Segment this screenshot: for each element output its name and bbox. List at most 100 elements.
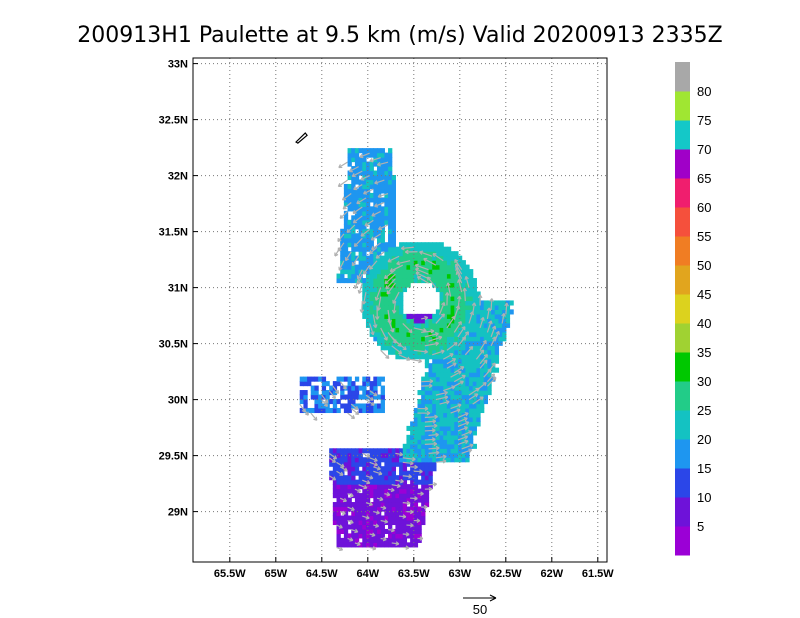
wind-speed-cell: [487, 349, 492, 355]
wind-speed-cell: [494, 322, 500, 328]
wind-speed-cell: [446, 264, 452, 270]
wind-speed-cell: [450, 345, 455, 351]
wind-speed-cell: [358, 183, 363, 190]
wind-speed-cell: [365, 269, 371, 275]
wind-speed-cell: [465, 291, 470, 297]
wind-vector-head: [465, 421, 470, 426]
wind-speed-cell: [310, 394, 316, 400]
wind-speed-cell: [454, 376, 459, 382]
wind-vector: [391, 484, 401, 487]
wind-speed-cell: [406, 439, 411, 445]
wind-speed-cell: [358, 246, 363, 252]
wind-speed-cell: [413, 251, 419, 257]
wind-speed-cell: [365, 242, 371, 248]
wind-vector-head: [337, 237, 342, 243]
wind-speed-cell: [380, 519, 385, 526]
wind-vector: [402, 323, 413, 334]
wind-speed-cell: [358, 206, 363, 212]
wind-speed-cell: [428, 318, 433, 324]
wind-speed-cell: [417, 255, 422, 261]
wind-speed-cell: [377, 219, 382, 225]
wind-speed-cell: [362, 394, 367, 400]
wind-vector: [328, 457, 336, 463]
wind-speed-cell: [395, 515, 400, 521]
wind-speed-cell: [310, 390, 316, 396]
wind-speed-cell: [358, 170, 363, 176]
wind-speed-cell: [340, 278, 345, 284]
wind-speed-cell: [388, 183, 393, 190]
wind-speed-cell: [388, 349, 393, 355]
wind-speed-cell: [343, 542, 349, 548]
wind-speed-cell: [410, 515, 415, 521]
wind-speed-cell: [498, 300, 503, 306]
wind-vector-head: [495, 330, 500, 335]
wind-speed-cell: [358, 515, 363, 521]
wind-vector: [432, 253, 444, 262]
wind-speed-cell: [354, 376, 360, 382]
wind-speed-cell: [472, 322, 477, 328]
wind-vector: [371, 242, 382, 251]
wind-speed-cell: [469, 322, 474, 328]
wind-speed-cell: [402, 278, 408, 284]
wind-speed-cell: [435, 421, 441, 427]
wind-speed-cell: [343, 278, 349, 284]
wind-speed-cell: [318, 376, 323, 382]
wind-speed-cell: [380, 466, 385, 472]
wind-vector-head: [363, 270, 368, 275]
wind-speed-cell: [347, 219, 352, 225]
wind-speed-cell: [384, 448, 389, 454]
wind-vector: [339, 381, 347, 390]
wind-speed-cell: [362, 502, 367, 508]
wind-vector: [486, 307, 490, 320]
wind-vector-head: [372, 546, 377, 551]
wind-speed-cell: [439, 367, 444, 373]
wind-speed-cell: [435, 434, 441, 440]
wind-speed-cell: [428, 381, 433, 387]
wind-speed-cell: [483, 309, 488, 315]
wind-speed-cell: [446, 439, 452, 445]
wind-speed-cell: [362, 390, 367, 396]
wind-speed-cell: [461, 443, 466, 449]
wind-speed-cell: [487, 372, 492, 378]
wind-speed-cell: [384, 537, 389, 543]
wind-vector: [380, 349, 390, 359]
wind-speed-cell: [487, 300, 492, 306]
wind-vector-head: [369, 396, 374, 401]
wind-speed-cell: [472, 407, 477, 414]
wind-speed-cell: [384, 188, 389, 194]
wind-speed-cell: [461, 407, 466, 414]
wind-speed-cell: [377, 381, 382, 387]
wind-speed-cell: [391, 237, 396, 243]
wind-speed-cell: [424, 394, 430, 400]
wind-speed-cell: [369, 183, 374, 190]
wind-vector: [387, 309, 391, 324]
wind-speed-cell: [373, 470, 378, 476]
wind-speed-cell: [351, 448, 356, 454]
wind-speed-cell: [402, 287, 408, 293]
wind-speed-cell: [465, 264, 470, 270]
wind-speed-cell: [428, 251, 433, 257]
wind-speed-cell: [388, 175, 393, 181]
wind-speed-cell: [391, 287, 396, 293]
wind-speed-cell: [487, 309, 492, 315]
wind-speed-cell: [476, 300, 481, 306]
wind-speed-cell: [450, 358, 455, 364]
wind-speed-cell: [421, 511, 426, 517]
wind-speed-cell: [421, 448, 426, 454]
wind-speed-cell: [391, 519, 396, 526]
wind-speed-cell: [465, 327, 470, 333]
wind-speed-cell: [402, 443, 408, 449]
wind-speed-cell: [354, 519, 360, 526]
wind-speed-cell: [421, 461, 426, 467]
x-tick-label: 61.5W: [582, 568, 614, 580]
wind-speed-cell: [413, 246, 419, 252]
wind-speed-cell: [377, 224, 382, 230]
wind-speed-cell: [380, 273, 385, 279]
wind-vector-head: [424, 349, 428, 354]
wind-speed-cell: [362, 161, 367, 167]
wind-speed-cell: [413, 484, 419, 490]
wind-speed-cell: [369, 161, 374, 167]
wind-speed-cell: [358, 201, 363, 207]
wind-speed-cell: [388, 291, 393, 297]
